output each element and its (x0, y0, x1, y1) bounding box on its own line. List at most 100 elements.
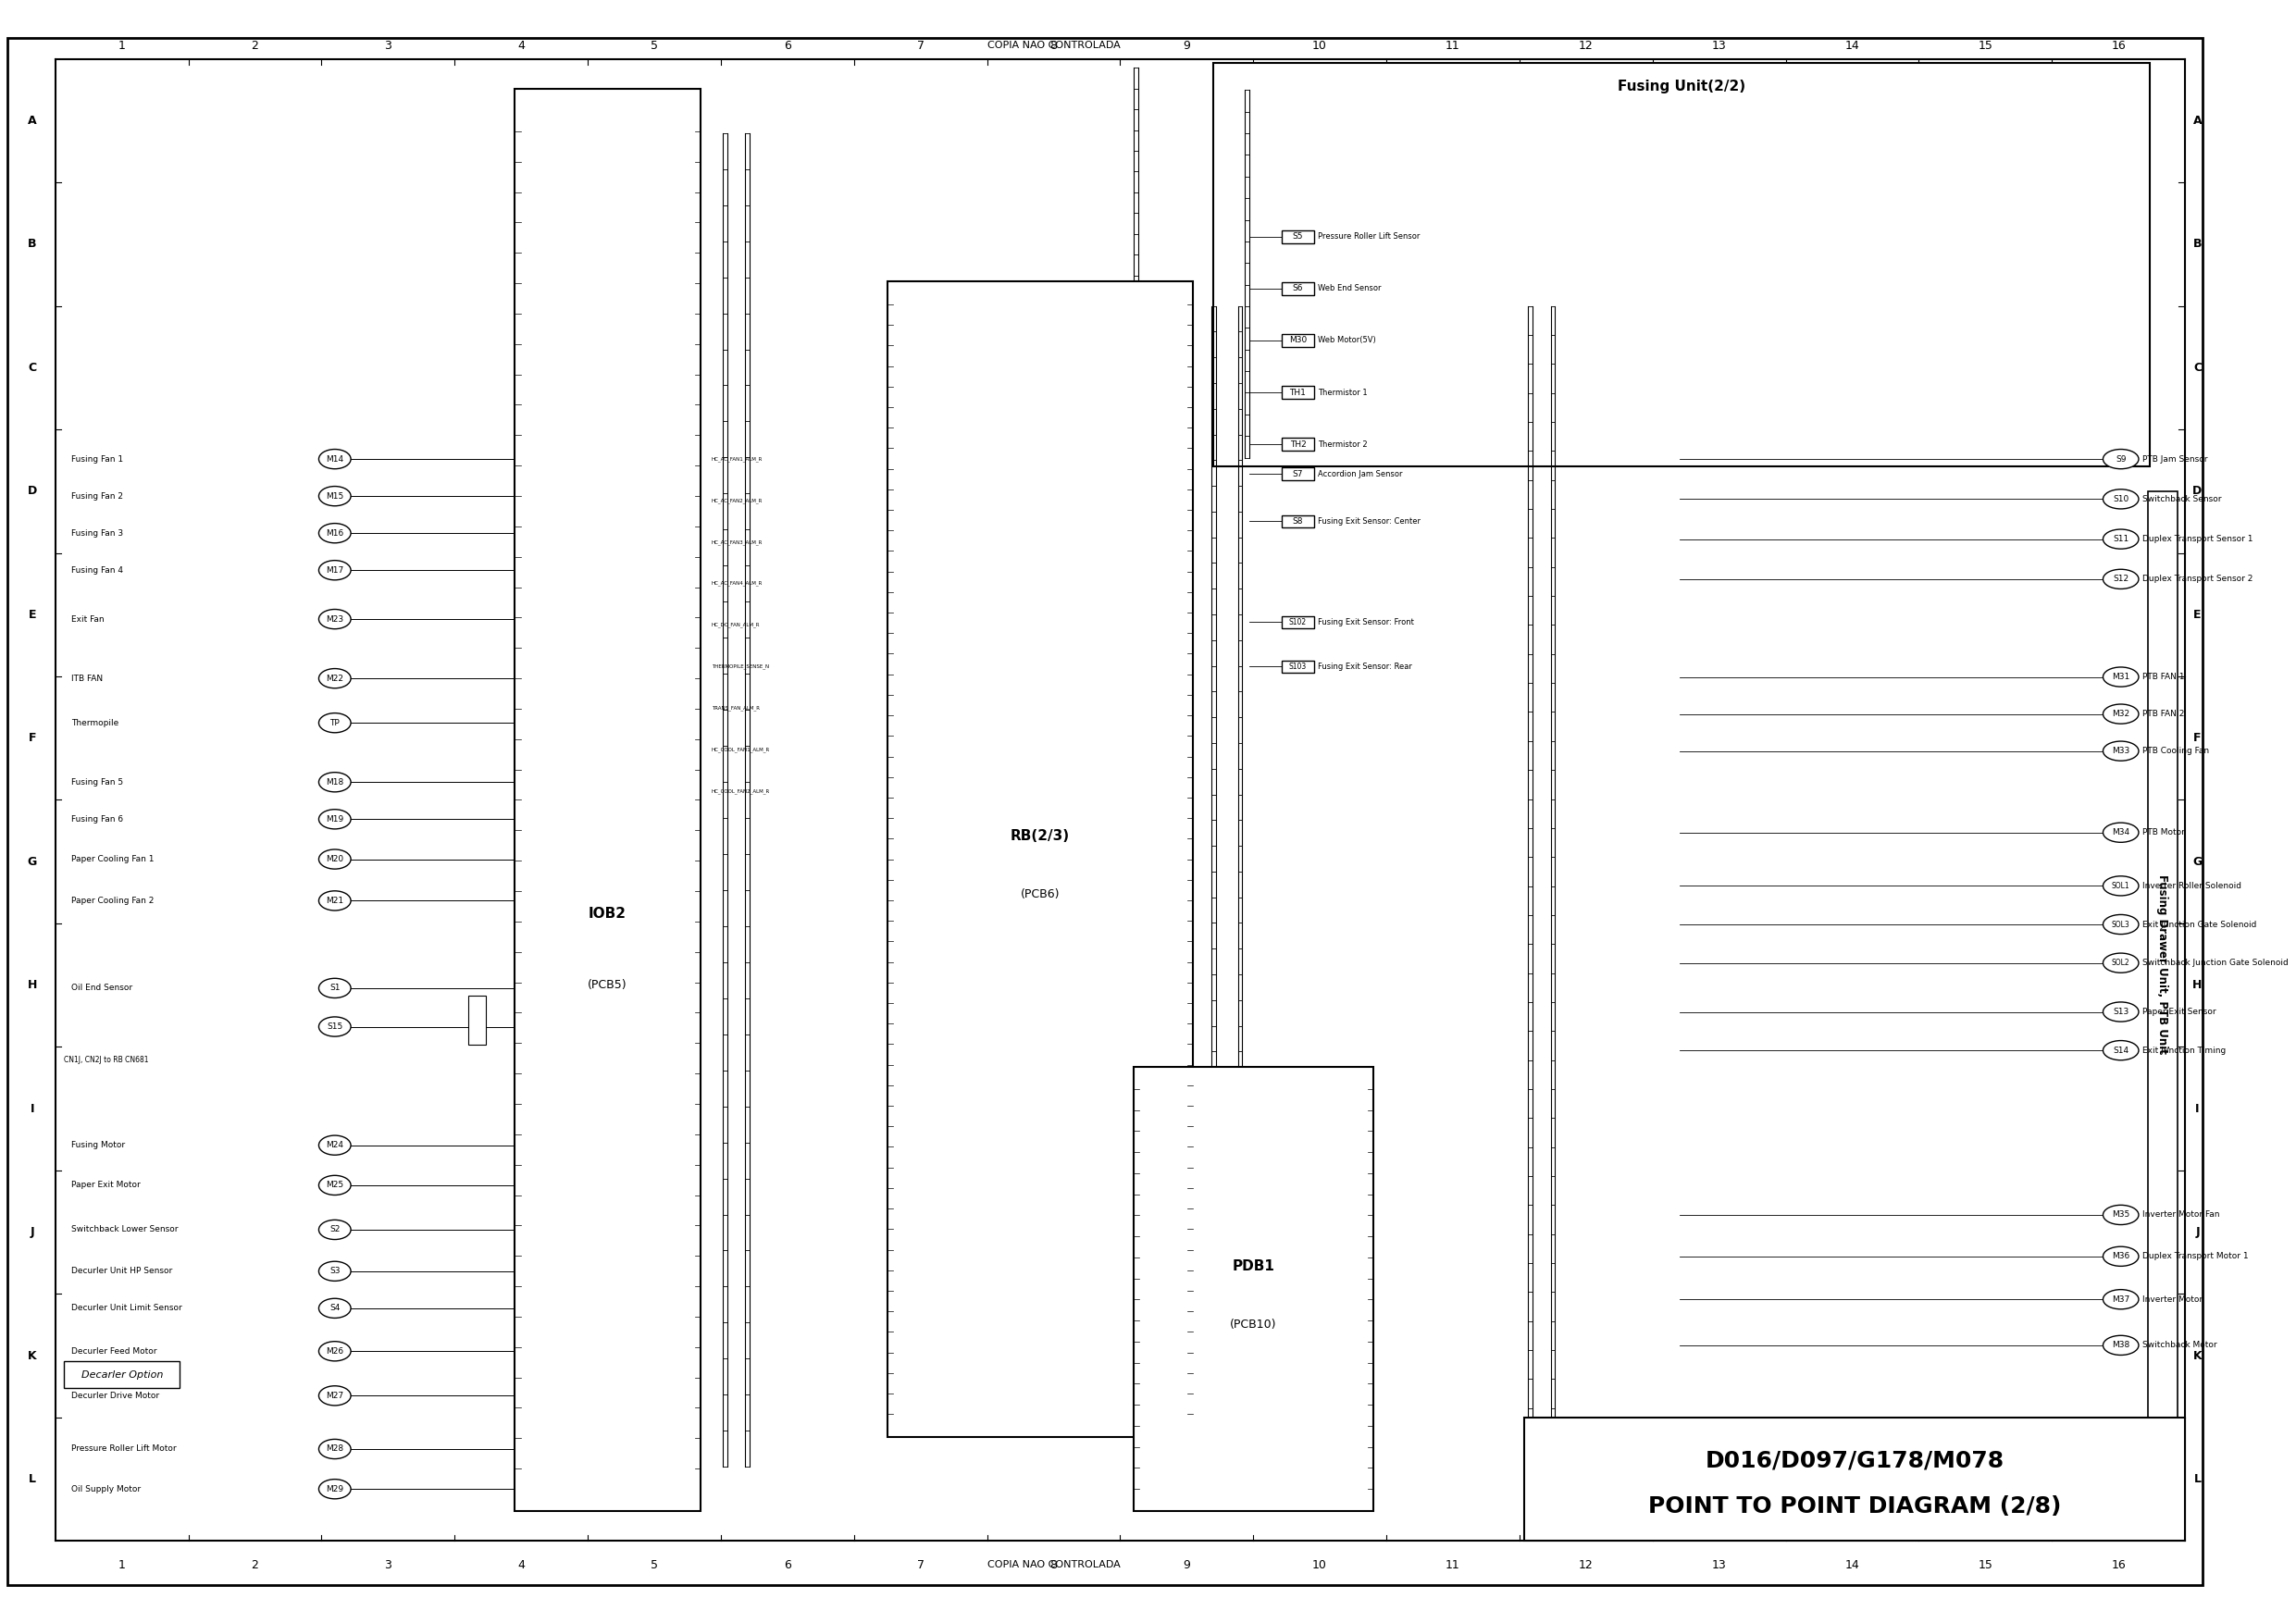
Text: Decurler Feed Motor: Decurler Feed Motor (71, 1347, 156, 1355)
Text: M23: M23 (326, 615, 344, 623)
Text: Exit Junction Gate Solenoid: Exit Junction Gate Solenoid (2142, 920, 2257, 928)
Text: F: F (28, 732, 37, 745)
Text: HC_COOL_FAN1_ALM_R: HC_COOL_FAN1_ALM_R (712, 747, 769, 751)
Text: IOB2: IOB2 (588, 907, 627, 920)
Bar (886, 281, 1194, 1438)
Ellipse shape (319, 1342, 351, 1362)
Text: 5: 5 (650, 39, 659, 52)
Bar (2147, 492, 2179, 1438)
Text: 2: 2 (250, 39, 259, 52)
Text: 4: 4 (517, 1560, 526, 1571)
Text: Web End Sensor: Web End Sensor (1318, 284, 1380, 292)
Text: CN1J, CN2J to RB CN681: CN1J, CN2J to RB CN681 (64, 1055, 149, 1063)
Ellipse shape (2103, 1206, 2138, 1225)
Text: M27: M27 (326, 1391, 344, 1401)
Text: HC_DC_FAN_ALM_R: HC_DC_FAN_ALM_R (712, 622, 760, 628)
Ellipse shape (2103, 450, 2138, 469)
Text: M31: M31 (2112, 674, 2131, 682)
Text: M24: M24 (326, 1141, 344, 1149)
Text: 1: 1 (117, 39, 126, 52)
Text: PTB Cooling Fan: PTB Cooling Fan (2142, 747, 2209, 755)
Ellipse shape (2103, 489, 2138, 510)
Text: M16: M16 (326, 529, 344, 537)
Text: S8: S8 (1293, 518, 1304, 526)
Text: Inverter Roller Solenoid: Inverter Roller Solenoid (2142, 881, 2241, 889)
Text: D: D (28, 485, 37, 497)
Text: S2: S2 (331, 1225, 340, 1233)
Ellipse shape (319, 450, 351, 469)
Text: D016/D097/G178/M078: D016/D097/G178/M078 (1706, 1449, 2004, 1472)
Text: 15: 15 (1977, 1560, 1993, 1571)
Text: Pressure Roller Lift Sensor: Pressure Roller Lift Sensor (1318, 232, 1419, 240)
Text: M37: M37 (2112, 1295, 2131, 1303)
Text: Duplex Transport Sensor 1: Duplex Transport Sensor 1 (2142, 536, 2252, 544)
Text: Decarler Option: Decarler Option (80, 1370, 163, 1380)
Text: S11: S11 (2112, 536, 2128, 544)
Text: Fusing Fan 4: Fusing Fan 4 (71, 566, 124, 575)
Ellipse shape (2103, 667, 2138, 687)
Bar (1281, 661, 1313, 674)
Text: COPIA NAO CONTROLADA: COPIA NAO CONTROLADA (987, 1560, 1120, 1569)
Text: S103: S103 (1288, 662, 1306, 670)
Bar (1281, 282, 1313, 295)
Ellipse shape (2103, 823, 2138, 842)
Text: Fusing Exit Sensor: Rear: Fusing Exit Sensor: Rear (1318, 662, 1412, 670)
Text: Duplex Transport Motor 1: Duplex Transport Motor 1 (2142, 1253, 2248, 1261)
Text: PTB FAN 2: PTB FAN 2 (2142, 709, 2183, 717)
Ellipse shape (2103, 953, 2138, 972)
Text: Fusing Unit(2/2): Fusing Unit(2/2) (1616, 80, 1745, 93)
Text: M14: M14 (326, 454, 344, 463)
Text: Switchback Lower Sensor: Switchback Lower Sensor (71, 1225, 179, 1233)
Text: 14: 14 (1846, 39, 1860, 52)
Text: TRANS_FAN_ALM_R: TRANS_FAN_ALM_R (712, 706, 760, 711)
Text: M36: M36 (2112, 1253, 2131, 1261)
Text: D: D (2193, 485, 2202, 497)
Text: 16: 16 (2110, 1560, 2126, 1571)
Ellipse shape (319, 1136, 351, 1156)
Text: S102: S102 (1288, 618, 1306, 626)
Text: K: K (2193, 1350, 2202, 1362)
Text: Fusing Fan 5: Fusing Fan 5 (71, 777, 124, 786)
Text: S10: S10 (2112, 495, 2128, 503)
Text: 12: 12 (1580, 1560, 1593, 1571)
Text: TP: TP (331, 719, 340, 727)
Text: J: J (2195, 1225, 2200, 1238)
Text: L: L (2193, 1474, 2202, 1485)
Text: M32: M32 (2112, 709, 2131, 717)
Text: 10: 10 (1313, 1560, 1327, 1571)
Text: 4: 4 (517, 39, 526, 52)
Text: H: H (28, 979, 37, 992)
Text: Oil Supply Motor: Oil Supply Motor (71, 1485, 140, 1493)
Text: 8: 8 (1049, 39, 1056, 52)
Text: Paper Exit Motor: Paper Exit Motor (71, 1182, 140, 1190)
Text: S7: S7 (1293, 469, 1304, 479)
Ellipse shape (2103, 1001, 2138, 1021)
Bar (1281, 514, 1313, 527)
Text: Accordion Jam Sensor: Accordion Jam Sensor (1318, 469, 1403, 479)
Text: M25: M25 (326, 1182, 344, 1190)
Text: Fusing Exit Sensor: Front: Fusing Exit Sensor: Front (1318, 618, 1414, 626)
Text: Pressure Roller Lift Motor: Pressure Roller Lift Motor (71, 1444, 177, 1453)
Ellipse shape (319, 849, 351, 868)
Text: 7: 7 (916, 39, 923, 52)
Text: S4: S4 (331, 1303, 340, 1313)
Text: M26: M26 (326, 1347, 344, 1355)
Text: S14: S14 (2112, 1047, 2128, 1055)
Bar (1281, 438, 1313, 451)
Ellipse shape (2103, 1246, 2138, 1266)
Text: 2: 2 (250, 1560, 259, 1571)
Text: ITB FAN: ITB FAN (71, 674, 103, 683)
Text: Inverter Motor: Inverter Motor (2142, 1295, 2202, 1303)
Text: K: K (28, 1350, 37, 1362)
Text: PDB1: PDB1 (1233, 1259, 1274, 1274)
Text: RB(2/3): RB(2/3) (1010, 829, 1070, 842)
Bar (468, 995, 487, 1045)
Text: HC_AC_FAN1_ALM_R: HC_AC_FAN1_ALM_R (712, 456, 762, 461)
Text: M29: M29 (326, 1485, 344, 1493)
Text: (PCB6): (PCB6) (1019, 888, 1061, 899)
Text: M33: M33 (2112, 747, 2131, 755)
Ellipse shape (319, 1175, 351, 1195)
Text: M15: M15 (326, 492, 344, 500)
Text: S6: S6 (1293, 284, 1304, 292)
Text: M20: M20 (326, 855, 344, 863)
